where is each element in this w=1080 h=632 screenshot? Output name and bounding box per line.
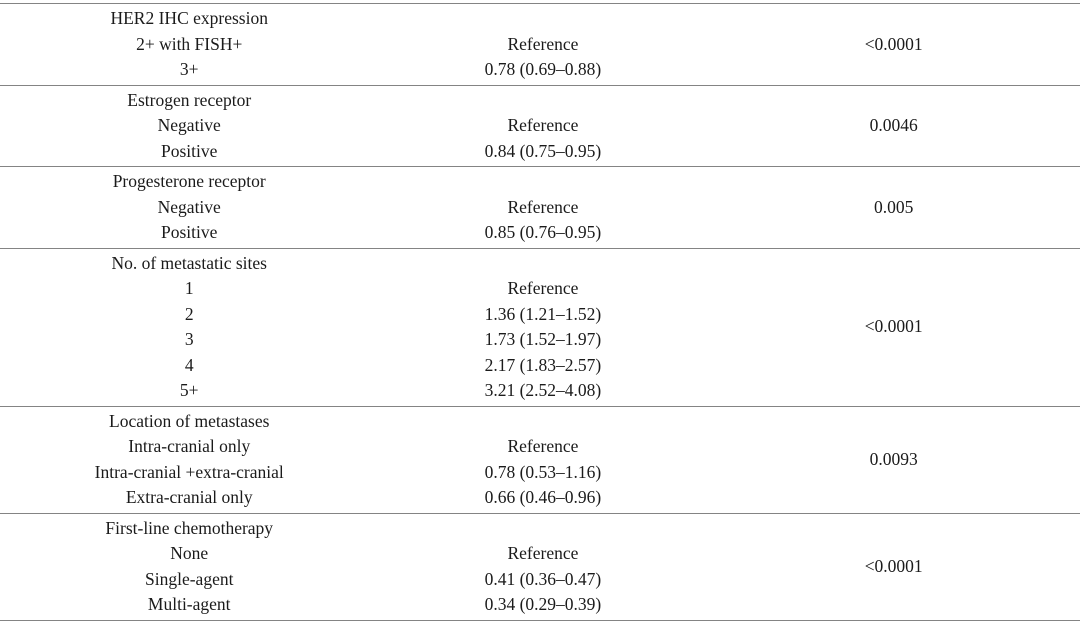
table-row: 3+ 0.78 (0.69–0.88): [0, 57, 707, 83]
table-row: Multi-agent 0.34 (0.29–0.39): [0, 592, 707, 618]
p-value: 0.0093: [869, 448, 918, 469]
row-label: Extra-cranial only: [125, 487, 253, 507]
row-label: 3+: [179, 59, 199, 79]
table-row: Negative Reference: [0, 195, 707, 221]
row-label: Positive: [161, 140, 218, 161]
table-row: 3 1.73 (1.52–1.97): [0, 327, 707, 353]
table-row: 2+ with FISH+ Reference: [0, 32, 707, 58]
table-row: Positive 0.85 (0.76–0.95): [0, 220, 707, 246]
p-value: <0.0001: [864, 33, 923, 54]
table-section-her2: HER2 IHC expression 2+ with FISH+ Refere…: [0, 3, 1080, 85]
table-row: Negative Reference: [0, 113, 707, 139]
row-value: 0.78 (0.53–1.16): [484, 461, 602, 482]
row-label: Multi-agent: [147, 594, 231, 614]
row-label: 2: [184, 303, 194, 324]
section-header: Estrogen receptor: [127, 89, 252, 110]
row-value: Reference: [507, 543, 579, 563]
table-row: Intra-cranial only Reference: [0, 434, 707, 460]
table-row: HER2 IHC expression: [0, 6, 707, 32]
row-value: Reference: [507, 436, 579, 456]
section-rows: Progesterone receptor Negative Reference…: [0, 169, 707, 246]
table-row: Positive 0.84 (0.75–0.95): [0, 139, 707, 165]
table-row: 2 1.36 (1.21–1.52): [0, 302, 707, 328]
table-row: No. of metastatic sites: [0, 251, 707, 277]
row-value-empty: [378, 6, 707, 32]
row-value: 0.34 (0.29–0.39): [484, 594, 602, 614]
p-value: <0.0001: [864, 316, 923, 337]
row-value: 0.66 (0.46–0.96): [484, 487, 602, 507]
p-value: 0.005: [874, 196, 914, 217]
row-value-empty: [378, 516, 707, 542]
row-value: 1.73 (1.52–1.97): [484, 329, 602, 349]
row-label: Negative: [157, 115, 221, 135]
row-value: 2.17 (1.83–2.57): [484, 354, 602, 375]
table-row: Location of metastases: [0, 409, 707, 435]
row-label: 1: [184, 278, 194, 298]
section-header: Location of metastases: [109, 410, 270, 431]
section-rows: No. of metastatic sites 1 Reference 2 1.…: [0, 251, 707, 404]
table-section-estrogen: Estrogen receptor Negative Reference Pos…: [0, 84, 1080, 167]
row-value-empty: [378, 88, 707, 114]
section-rows: Estrogen receptor Negative Reference Pos…: [0, 88, 707, 165]
section-header: Progesterone receptor: [112, 171, 266, 191]
row-value-empty: [378, 409, 707, 435]
row-value: Reference: [507, 33, 579, 54]
row-value: 0.78 (0.69–0.88): [484, 59, 602, 79]
row-value: 3.21 (2.52–4.08): [484, 380, 602, 400]
table-section-progesterone: Progesterone receptor Negative Reference…: [0, 166, 1080, 248]
table-section-metastatic-sites: No. of metastatic sites 1 Reference 2 1.…: [0, 247, 1080, 406]
table-row: Intra-cranial +extra-cranial 0.78 (0.53–…: [0, 460, 707, 486]
section-rows: Location of metastases Intra-cranial onl…: [0, 409, 707, 511]
section-rows: HER2 IHC expression 2+ with FISH+ Refere…: [0, 6, 707, 83]
table-section-metastases-location: Location of metastases Intra-cranial onl…: [0, 405, 1080, 513]
row-value-empty: [378, 251, 707, 277]
table-row: 4 2.17 (1.83–2.57): [0, 353, 707, 379]
row-label: 3: [184, 329, 194, 349]
table-section-chemotherapy: First-line chemotherapy None Reference S…: [0, 512, 1080, 621]
table-row: First-line chemotherapy: [0, 516, 707, 542]
row-value: Reference: [507, 196, 579, 217]
row-label: 4: [184, 354, 194, 375]
row-label: Single-agent: [145, 568, 234, 589]
row-label: None: [170, 543, 209, 563]
row-value: 0.41 (0.36–0.47): [484, 568, 602, 589]
row-value: Reference: [507, 115, 579, 135]
p-value: <0.0001: [864, 555, 923, 576]
row-value: 1.36 (1.21–1.52): [484, 303, 602, 324]
row-label: Positive: [161, 222, 218, 242]
row-label: Intra-cranial only: [128, 436, 251, 456]
row-value: Reference: [507, 278, 579, 298]
row-value: 0.85 (0.76–0.95): [484, 222, 602, 242]
row-value: 0.84 (0.75–0.95): [484, 140, 602, 161]
row-label: Intra-cranial +extra-cranial: [94, 461, 284, 482]
section-header: First-line chemotherapy: [105, 517, 274, 538]
row-label: 2+ with FISH+: [136, 33, 243, 54]
section-rows: First-line chemotherapy None Reference S…: [0, 516, 707, 618]
table-row: Extra-cranial only 0.66 (0.46–0.96): [0, 485, 707, 511]
table-row: Estrogen receptor: [0, 88, 707, 114]
results-table: HER2 IHC expression 2+ with FISH+ Refere…: [0, 3, 1080, 621]
table-row: Single-agent 0.41 (0.36–0.47): [0, 567, 707, 593]
row-value-empty: [378, 169, 707, 195]
table-row: None Reference: [0, 541, 707, 567]
row-label: 5+: [179, 380, 199, 400]
table-row: Progesterone receptor: [0, 169, 707, 195]
section-header: HER2 IHC expression: [110, 8, 268, 28]
row-label: Negative: [157, 196, 221, 217]
table-row: 1 Reference: [0, 276, 707, 302]
section-header: No. of metastatic sites: [111, 252, 267, 273]
table-row: 5+ 3.21 (2.52–4.08): [0, 378, 707, 404]
p-value: 0.0046: [869, 115, 918, 135]
